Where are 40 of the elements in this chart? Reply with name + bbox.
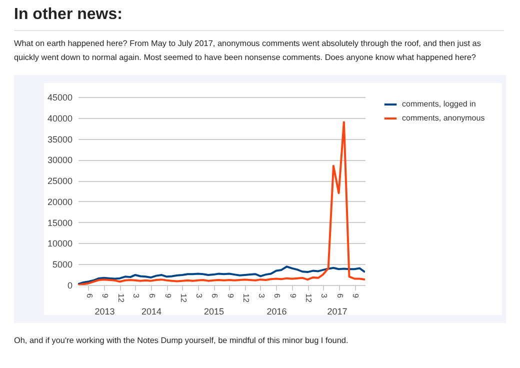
x-tick-label: 6 [272, 294, 282, 298]
line-series [78, 266, 365, 285]
x-tick-label: 9 [288, 294, 298, 298]
x-tick-label: 12 [304, 294, 314, 303]
x-tick-label: 3 [132, 294, 141, 298]
x-tick-label: 12 [116, 294, 126, 303]
y-tick-label: 5000 [52, 260, 72, 270]
legend-label: comments, logged in [402, 100, 476, 108]
chart-title: In other news: [14, 6, 504, 31]
y-tick-label: 10000 [47, 238, 72, 249]
x-tick-label: 9 [163, 294, 172, 298]
x-tick-label: 3 [256, 294, 266, 298]
x-tick-label: 9 [226, 294, 235, 298]
x-tick-label: 6 [210, 294, 220, 298]
y-tick-label: 40000 [47, 113, 72, 124]
legend-label: comments, anonymous [402, 114, 485, 122]
x-tick-label: 3 [320, 294, 329, 298]
y-tick-label: 30000 [47, 155, 72, 166]
x-tick-label: 6 [147, 294, 156, 298]
x-tick-label: 6 [84, 294, 94, 298]
x-tick-label: 3 [194, 294, 204, 298]
y-tick-label: 45000 [47, 92, 72, 102]
x2-tick-label: 2013 [94, 306, 115, 316]
x2-tick-label: 2014 [141, 306, 162, 316]
y-tick-label: 25000 [47, 176, 72, 186]
x2-tick-label: 2017 [327, 306, 348, 316]
y-tick-label: 20000 [47, 196, 72, 207]
y-tick-label: 35000 [47, 134, 72, 144]
y-tick-label: 0 [67, 280, 72, 290]
x2-tick-label: 2016 [266, 306, 287, 316]
x-tick-label: 12 [178, 294, 188, 303]
x-tick-label: 12 [241, 294, 250, 303]
text: Oh, and if you're working with the Notes Dump yourself, be mindful of this minor bug I found. [14, 336, 350, 345]
x-tick-label: 9 [100, 294, 110, 298]
y-tick-label: 15000 [47, 218, 72, 228]
x-tick-label: 9 [351, 294, 360, 298]
x-tick-label: 6 [335, 294, 344, 298]
line-series [78, 121, 365, 285]
x2-tick-label: 2015 [204, 306, 224, 316]
chart-subtitle: What on earth happened here? From May to July 2017, anonymous comments went absolutely through the roof, and then just as quickly went down to normal again. Most seemed to have been nonsense comments. Does anyone know what happened here? [14, 38, 482, 64]
